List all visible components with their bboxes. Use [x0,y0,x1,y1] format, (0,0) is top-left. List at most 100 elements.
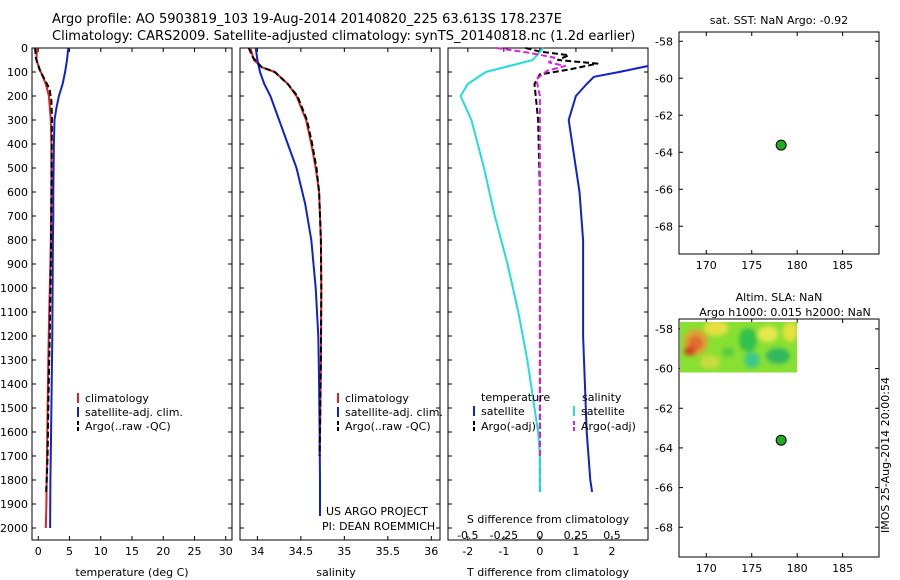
heatmap-blobs [684,321,797,369]
salinity-series-line [247,47,323,457]
difference-series-line [496,47,567,456]
temperature-xtick-label: 10 [94,545,108,558]
sla-panel-frame [678,318,880,558]
salinity-difference-tick-label: 0.25 [564,529,589,542]
depth-tick-label: 900 [7,258,28,271]
heatmap-cell [783,322,797,342]
sst-ytick-label: -58 [655,35,673,48]
sla-xtick-label: 180 [787,562,808,575]
temperature-xtick-label: 15 [125,545,139,558]
salinity-xtick-label: 35.5 [376,545,401,558]
heatmap-cell [739,328,757,352]
temperature-panel-frame [31,47,233,541]
salinity-xtick-label: 34 [250,545,264,558]
difference-legend-temperature-satellite-label: satellite [481,405,525,418]
sla-panel-subtitle: Argo h1000: 0.015 h2000: NaN [699,306,871,319]
sst-ytick-label: -66 [655,183,673,196]
depth-tick-label: 400 [7,138,28,151]
depth-tick-label: 1200 [0,330,28,343]
temperature-legend-climatology-label: climatology [85,392,149,405]
depth-tick-label: 1300 [0,354,28,367]
difference-panel-frame [447,47,649,541]
depth-tick-label: 300 [7,114,28,127]
temperature-xtick-label: 0 [35,545,42,558]
sla-ytick-label: -62 [655,402,673,415]
sst-xtick-label: 170 [696,259,717,272]
sla-ytick-label: -60 [655,363,673,376]
salinity-series-line [254,47,321,516]
sst-panel-title: sat. SST: NaN Argo: -0.92 [710,14,848,27]
salinity-series-line [249,47,323,457]
argo-location-marker [775,434,787,446]
heatmap-cell [744,352,760,368]
depth-tick-label: 1700 [0,450,28,463]
depth-tick-label: 100 [7,66,28,79]
salinity-legend-satellite-label: satellite-adj. clim. [345,406,443,419]
sla-xtick-label: 175 [741,562,762,575]
difference-legend-temperature-argo-label: Argo(-adj) [481,420,536,433]
difference-legend-salinity-title: salinity [582,391,622,404]
salinity-panel-frame [239,47,441,541]
temperature-xlabel: temperature (deg C) [75,566,188,579]
sla-ytick-label: -68 [655,521,673,534]
salinity-difference-tick-label: -0.5 [457,529,478,542]
heatmap-cell [700,355,720,369]
sst-xtick-label: 180 [787,259,808,272]
sst-ytick-label: -62 [655,109,673,122]
salinity-xtick-label: 36 [424,545,438,558]
salinity-difference-tick-label: 0 [536,529,543,542]
salinity-difference-label: S difference from climatology [467,513,630,526]
difference-series-line [567,65,649,493]
salinity-difference-tick-label: -0.25 [490,529,518,542]
sla-heatmap [680,321,798,373]
sst-ytick-label: -64 [655,146,673,159]
difference-xtick-label: 2 [608,545,615,558]
sla-xtick-label: 185 [832,562,853,575]
argo-location-marker [775,139,787,151]
sla-xtick-label: 170 [696,562,717,575]
temperature-series-line [34,47,53,493]
temperature-xtick-label: 20 [156,545,170,558]
difference-legend-salinity-satellite-label: satellite [581,405,625,418]
sla-ytick-label: -64 [655,442,673,455]
salinity-difference-tick-label: 0.5 [603,529,621,542]
difference-xtick-label: 0 [536,545,543,558]
salinity-legend-climatology-label: climatology [345,392,409,405]
heatmap-cell [758,326,778,342]
temperature-series-line [49,47,70,529]
difference-legend-temperature-title: temperature [481,391,550,404]
salinity-xlabel: salinity [316,566,356,579]
depth-tick-label: 1800 [0,474,28,487]
sla-ytick-label: -58 [655,323,673,336]
difference-xtick-label: -2 [462,545,473,558]
temperature-xtick-label: 5 [66,545,73,558]
heatmap-cell [722,347,734,357]
sst-xtick-label: 185 [832,259,853,272]
difference-xtick-label: -1 [498,545,509,558]
heatmap-cell [684,346,696,356]
salinity-xtick-label: 34.5 [289,545,314,558]
temperature-series-line [35,47,53,529]
temperature-legend-satellite-label: satellite-adj. clim. [85,406,183,419]
sst-xtick-label: 175 [741,259,762,272]
timestamp-annotation: IMOS 25-Aug-2014 20:00:54 [879,377,892,533]
depth-tick-label: 2000 [0,522,28,535]
sst-ytick-label: -68 [655,220,673,233]
salinity-legend-argo-label: Argo(..raw -QC) [345,420,431,433]
depth-tick-label: 0 [21,42,28,55]
depth-tick-label: 1400 [0,378,28,391]
depth-tick-label: 1600 [0,426,28,439]
heatmap-cell [704,321,728,336]
sla-panel-title: Altim. SLA: NaN [736,291,823,304]
difference-xtick-label: 1 [572,545,579,558]
salinity-xtick-label: 35 [337,545,351,558]
depth-tick-label: 500 [7,162,28,175]
temperature-difference-xlabel: T difference from climatology [466,566,629,579]
sla-ytick-label: -66 [655,482,673,495]
depth-tick-label: 1000 [0,282,28,295]
pi-annotation: PI: DEAN ROEMMICH [322,520,435,533]
title-line-1: Argo profile: AO 5903819_103 19-Aug-2014… [52,12,562,27]
temperature-xtick-label: 30 [219,545,233,558]
depth-tick-label: 600 [7,186,28,199]
